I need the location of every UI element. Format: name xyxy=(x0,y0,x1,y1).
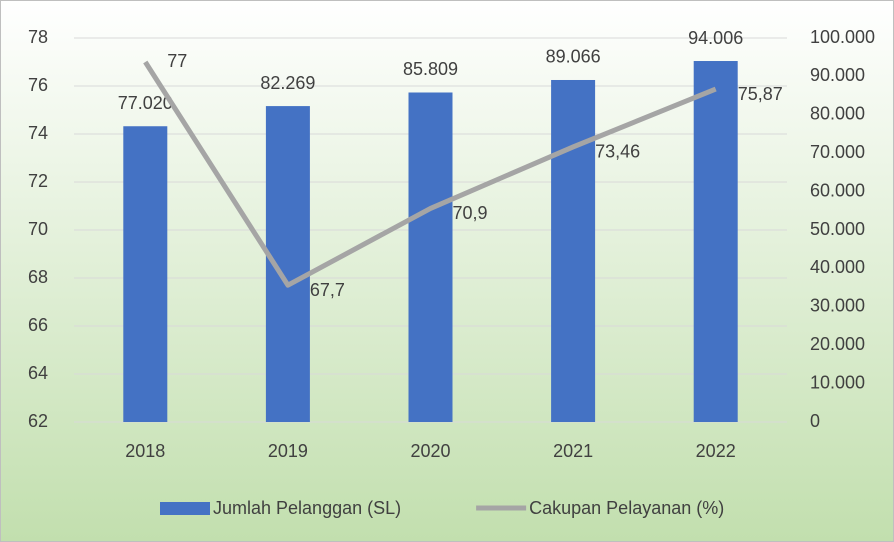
y2-tick-label: 40.000 xyxy=(810,257,865,277)
y-tick-label: 68 xyxy=(28,267,48,287)
y2-tick-label: 90.000 xyxy=(810,65,865,85)
y2-tick-label: 20.000 xyxy=(810,334,865,354)
bar-value-label: 89.066 xyxy=(546,47,601,67)
y2-tick-label: 60.000 xyxy=(810,180,865,200)
y-tick-label: 62 xyxy=(28,411,48,431)
line-value-label: 67,7 xyxy=(310,280,345,300)
bar-value-label: 85.809 xyxy=(403,59,458,79)
y-tick-label: 76 xyxy=(28,75,48,95)
y2-tick-label: 80.000 xyxy=(810,104,865,124)
y2-tick-label: 0 xyxy=(810,411,820,431)
y-tick-label: 66 xyxy=(28,315,48,335)
bar-value-label: 82.269 xyxy=(260,73,315,93)
y2-tick-label: 30.000 xyxy=(810,296,865,316)
y-tick-label: 64 xyxy=(28,363,48,383)
legend-label: Cakupan Pelayanan (%) xyxy=(529,498,724,518)
bar xyxy=(693,61,738,422)
x-tick-label: 2018 xyxy=(125,441,165,461)
y-tick-label: 78 xyxy=(28,27,48,47)
bar-value-label: 94.006 xyxy=(688,28,743,48)
y-tick-label: 70 xyxy=(28,219,48,239)
bar xyxy=(408,92,453,422)
bar xyxy=(551,79,596,422)
y2-tick-label: 100.000 xyxy=(810,27,875,47)
x-tick-label: 2019 xyxy=(268,441,308,461)
line-value-label: 73,46 xyxy=(595,142,640,162)
x-tick-label: 2020 xyxy=(410,441,450,461)
y2-tick-label: 50.000 xyxy=(810,219,865,239)
line-value-label: 77 xyxy=(167,51,187,71)
x-tick-label: 2021 xyxy=(553,441,593,461)
line-value-label: 70,9 xyxy=(453,203,488,223)
line-value-label: 75,87 xyxy=(738,84,783,104)
line xyxy=(143,60,717,288)
y-tick-label: 74 xyxy=(28,123,48,143)
bar xyxy=(123,126,168,423)
x-tick-label: 2022 xyxy=(696,441,736,461)
y-tick-label: 72 xyxy=(28,171,48,191)
legend-label: Jumlah Pelanggan (SL) xyxy=(213,498,401,518)
legend-swatch xyxy=(160,502,210,515)
bar-value-label: 77.020 xyxy=(118,93,173,113)
y2-tick-label: 70.000 xyxy=(810,142,865,162)
y2-tick-label: 10.000 xyxy=(810,372,865,392)
